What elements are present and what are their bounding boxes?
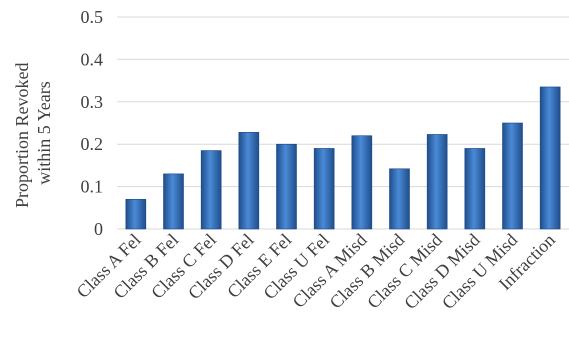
y-tick-label: 0.2 [81,134,104,154]
bar [313,148,335,230]
y-tick-label: 0.3 [81,92,104,112]
bar [502,122,523,230]
bar [464,148,486,230]
y-tick-label: 0.5 [81,7,104,27]
bar [163,173,184,230]
bar [389,168,410,230]
bar [426,134,448,230]
bar [200,150,222,230]
bar [351,135,373,230]
bars [125,86,561,230]
y-axis-label: Proportion Revoked within 5 Years [12,58,54,208]
y-tick-label: 0 [94,219,103,239]
bar [238,132,260,230]
bar [539,86,561,230]
y-axis-ticks: 0 0.1 0.2 0.3 0.4 0.5 [81,7,104,239]
bar [276,143,297,230]
y-axis-label-line-2: within 5 Years [34,81,54,185]
y-tick-label: 0.1 [81,177,104,197]
y-axis-label-line-1: Proportion Revoked [12,63,32,209]
y-tick-label: 0.4 [81,49,104,69]
bar [125,199,147,230]
gridlines [117,16,569,230]
